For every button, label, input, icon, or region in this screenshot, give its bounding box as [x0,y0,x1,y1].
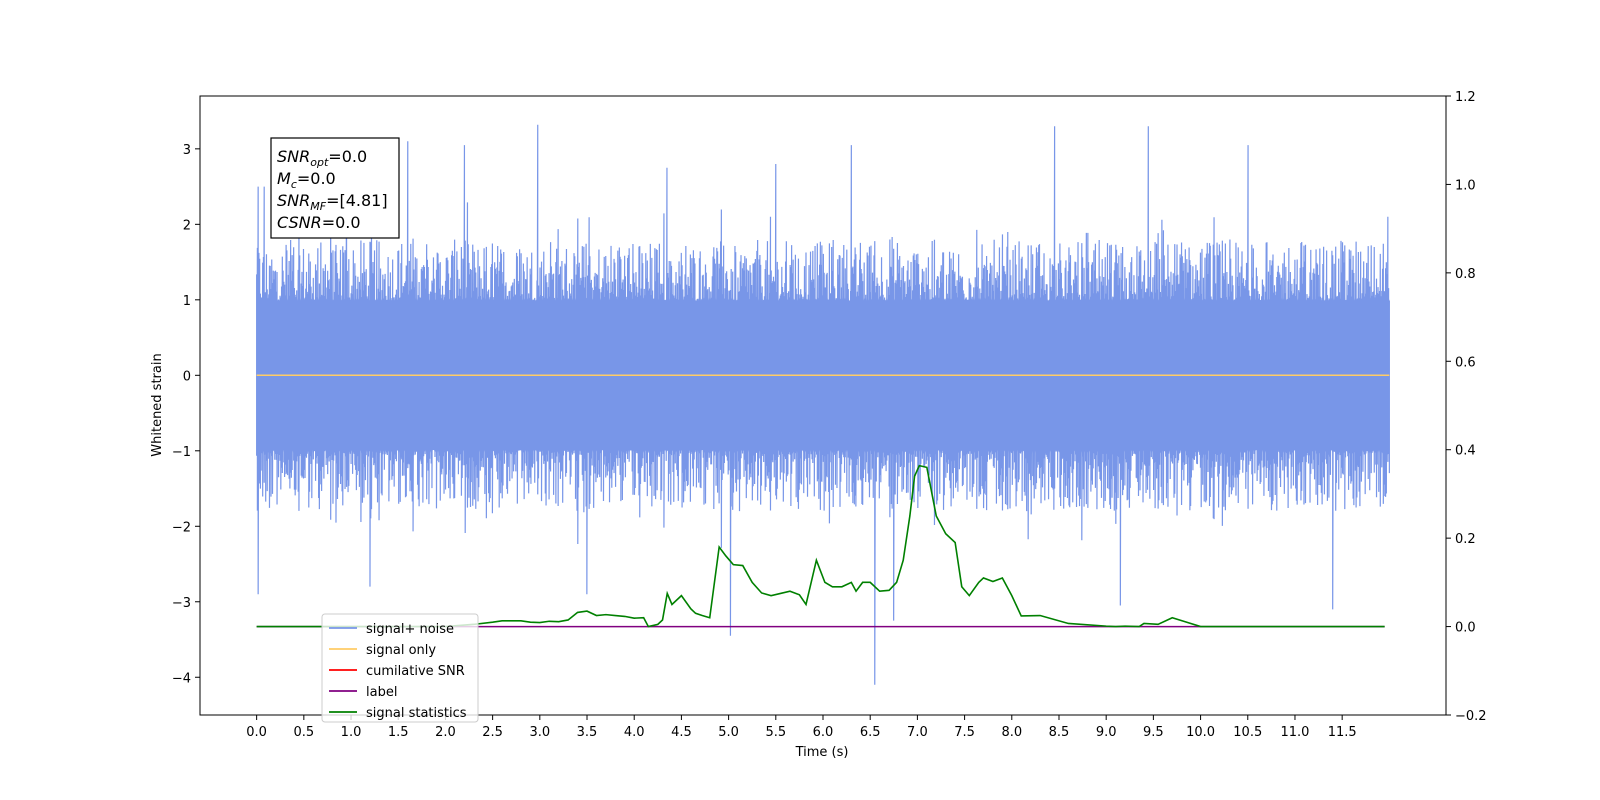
x-tick-label: 2.5 [482,725,503,740]
x-tick-label: 7.0 [907,725,928,740]
x-tick-label: 3.0 [529,725,550,740]
x-tick-label: 1.0 [341,725,362,740]
y-tick-label-right: 0.6 [1455,355,1476,370]
x-tick-label: 4.5 [671,725,692,740]
y-tick-label-right: 1.0 [1455,178,1476,193]
x-tick-label: 10.0 [1186,725,1215,740]
legend-frame [321,613,479,723]
legend-label: label [366,685,397,700]
y-axis-left: 3 2 1 0 −1 −2 −3 −4 [172,143,200,686]
annotation-line: Mc=0.0 [277,169,336,191]
x-tick-label: 5.0 [718,725,739,740]
y-axis-label: Whitened strain [150,353,165,456]
y-tick-label-right: −0.2 [1455,709,1487,724]
y-tick-label-right: 0.8 [1455,267,1476,282]
x-tick-label: 7.5 [954,725,975,740]
x-tick-label: 11.5 [1328,725,1357,740]
x-tick-label: 6.0 [813,725,834,740]
y-tick-label-right: 1.2 [1455,90,1476,105]
legend-label: cumilative SNR [366,664,465,679]
legend-label: signal+ noise [366,622,454,637]
y-tick-label-left: −4 [172,671,191,686]
x-tick-label: 0.0 [246,725,267,740]
annotation-line: SNRMF=[4.81] [277,191,388,213]
legend: signal+ noise signal only cumilative SNR la… [321,613,479,723]
series-signal-statistics [256,464,1385,628]
x-tick-label: 3.5 [577,725,598,740]
x-tick-label: 8.0 [1001,725,1022,740]
y-tick-label-left: 2 [183,218,191,233]
x-tick-label: 4.0 [624,725,645,740]
annotation-frame [270,137,400,239]
y-tick-label-left: −2 [172,520,191,535]
x-tick-label: 9.5 [1143,725,1164,740]
y-tick-label-right: 0.4 [1455,444,1476,459]
series-signal-noise [256,124,1390,685]
x-tick-label: 5.5 [765,725,786,740]
y-tick-label-left: 1 [183,294,191,309]
x-tick-label: 1.5 [388,725,409,740]
y-tick-label-right: 0.2 [1455,532,1476,547]
legend-label: signal statistics [366,706,467,721]
x-tick-label: 9.0 [1096,725,1117,740]
y-tick-label-left: −3 [172,596,191,611]
y-tick-label-left: −1 [172,445,191,460]
x-tick-label: 2.0 [435,725,456,740]
x-tick-label: 11.0 [1280,725,1309,740]
y-axis-right: 1.2 1.0 0.8 0.6 0.4 0.2 0.0 −0.2 [1446,90,1487,724]
x-axis: 0.0 0.5 1.0 1.5 2.0 2.5 3.0 3.5 4.0 4.5 5.0 5.5 6.0 6… [246,715,1357,740]
y-tick-label-left: 3 [183,143,191,158]
x-tick-label: 8.5 [1049,725,1070,740]
y-tick-label-right: 0.0 [1455,621,1476,636]
x-tick-label: 0.5 [293,725,314,740]
x-tick-label: 10.5 [1233,725,1262,740]
annotation-line: CSNR=0.0 [277,213,361,232]
legend-label: signal only [366,643,436,658]
y-tick-label-left: 0 [183,369,191,384]
x-axis-label: Time (s) [795,745,849,760]
x-tick-label: 6.5 [860,725,881,740]
annotation-line: SNRopt=0.0 [277,147,367,169]
plot-area [256,124,1390,685]
